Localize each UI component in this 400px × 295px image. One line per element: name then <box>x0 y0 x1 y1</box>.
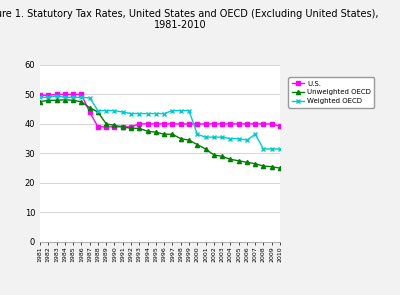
Weighted OECD <box>129 112 134 115</box>
Unweighted OECD <box>253 162 258 165</box>
U.S. <box>244 122 249 126</box>
Weighted OECD <box>96 109 100 112</box>
U.S. <box>278 124 282 128</box>
Weighted OECD <box>38 96 42 99</box>
U.S. <box>170 122 175 126</box>
Weighted OECD <box>211 135 216 139</box>
Unweighted OECD <box>203 147 208 151</box>
Line: Weighted OECD: Weighted OECD <box>38 94 282 151</box>
U.S. <box>120 125 125 129</box>
Unweighted OECD <box>62 98 67 101</box>
U.S. <box>54 93 59 96</box>
Unweighted OECD <box>38 100 42 104</box>
Unweighted OECD <box>145 130 150 133</box>
Weighted OECD <box>120 110 125 114</box>
Unweighted OECD <box>178 137 183 140</box>
U.S. <box>186 122 191 126</box>
Weighted OECD <box>87 96 92 100</box>
Unweighted OECD <box>195 143 200 146</box>
Weighted OECD <box>62 96 67 99</box>
Weighted OECD <box>186 109 191 112</box>
Unweighted OECD <box>87 106 92 109</box>
Weighted OECD <box>46 96 51 99</box>
Weighted OECD <box>170 109 175 112</box>
Unweighted OECD <box>154 130 158 134</box>
Weighted OECD <box>269 147 274 151</box>
U.S. <box>104 125 109 129</box>
U.S. <box>38 94 42 97</box>
Unweighted OECD <box>236 159 241 163</box>
Unweighted OECD <box>120 125 125 129</box>
U.S. <box>154 122 158 126</box>
U.S. <box>203 122 208 126</box>
U.S. <box>71 93 76 96</box>
Unweighted OECD <box>228 158 233 161</box>
Unweighted OECD <box>278 166 282 170</box>
Unweighted OECD <box>211 153 216 157</box>
Unweighted OECD <box>261 164 266 168</box>
Unweighted OECD <box>104 122 109 126</box>
Unweighted OECD <box>54 99 59 102</box>
Unweighted OECD <box>71 99 76 102</box>
U.S. <box>46 94 51 97</box>
Weighted OECD <box>104 109 109 112</box>
Weighted OECD <box>253 132 258 136</box>
Weighted OECD <box>228 137 233 140</box>
U.S. <box>62 93 67 96</box>
Weighted OECD <box>162 112 166 115</box>
Weighted OECD <box>71 96 76 99</box>
Text: Figure 1. Statutory Tax Rates, United States and OECD (Excluding United States),: Figure 1. Statutory Tax Rates, United St… <box>0 9 378 30</box>
Weighted OECD <box>244 138 249 142</box>
Unweighted OECD <box>112 124 117 127</box>
Weighted OECD <box>203 135 208 139</box>
U.S. <box>178 122 183 126</box>
Line: Unweighted OECD: Unweighted OECD <box>38 98 282 170</box>
Weighted OECD <box>54 94 59 98</box>
Unweighted OECD <box>220 155 224 158</box>
Unweighted OECD <box>170 132 175 136</box>
Line: U.S.: U.S. <box>38 93 282 129</box>
Weighted OECD <box>145 112 150 115</box>
Unweighted OECD <box>137 127 142 130</box>
Unweighted OECD <box>96 110 100 114</box>
U.S. <box>79 93 84 96</box>
Unweighted OECD <box>46 99 51 102</box>
U.S. <box>87 110 92 114</box>
Weighted OECD <box>195 132 200 136</box>
Weighted OECD <box>112 109 117 112</box>
Weighted OECD <box>236 137 241 140</box>
Unweighted OECD <box>129 127 134 130</box>
Legend: U.S., Unweighted OECD, Weighted OECD: U.S., Unweighted OECD, Weighted OECD <box>288 77 374 108</box>
Unweighted OECD <box>162 132 166 136</box>
U.S. <box>162 122 166 126</box>
U.S. <box>261 122 266 126</box>
Weighted OECD <box>137 112 142 115</box>
Weighted OECD <box>79 96 84 99</box>
Weighted OECD <box>278 147 282 151</box>
U.S. <box>236 122 241 126</box>
Unweighted OECD <box>269 165 274 168</box>
U.S. <box>137 122 142 126</box>
U.S. <box>228 122 233 126</box>
U.S. <box>211 122 216 126</box>
U.S. <box>220 122 224 126</box>
U.S. <box>112 125 117 129</box>
Weighted OECD <box>261 147 266 151</box>
Weighted OECD <box>154 112 158 115</box>
Unweighted OECD <box>244 160 249 164</box>
Weighted OECD <box>220 135 224 139</box>
U.S. <box>195 122 200 126</box>
U.S. <box>129 125 134 129</box>
Unweighted OECD <box>186 138 191 142</box>
U.S. <box>253 122 258 126</box>
U.S. <box>269 122 274 126</box>
Weighted OECD <box>178 109 183 112</box>
U.S. <box>145 122 150 126</box>
Unweighted OECD <box>79 100 84 104</box>
U.S. <box>96 125 100 129</box>
